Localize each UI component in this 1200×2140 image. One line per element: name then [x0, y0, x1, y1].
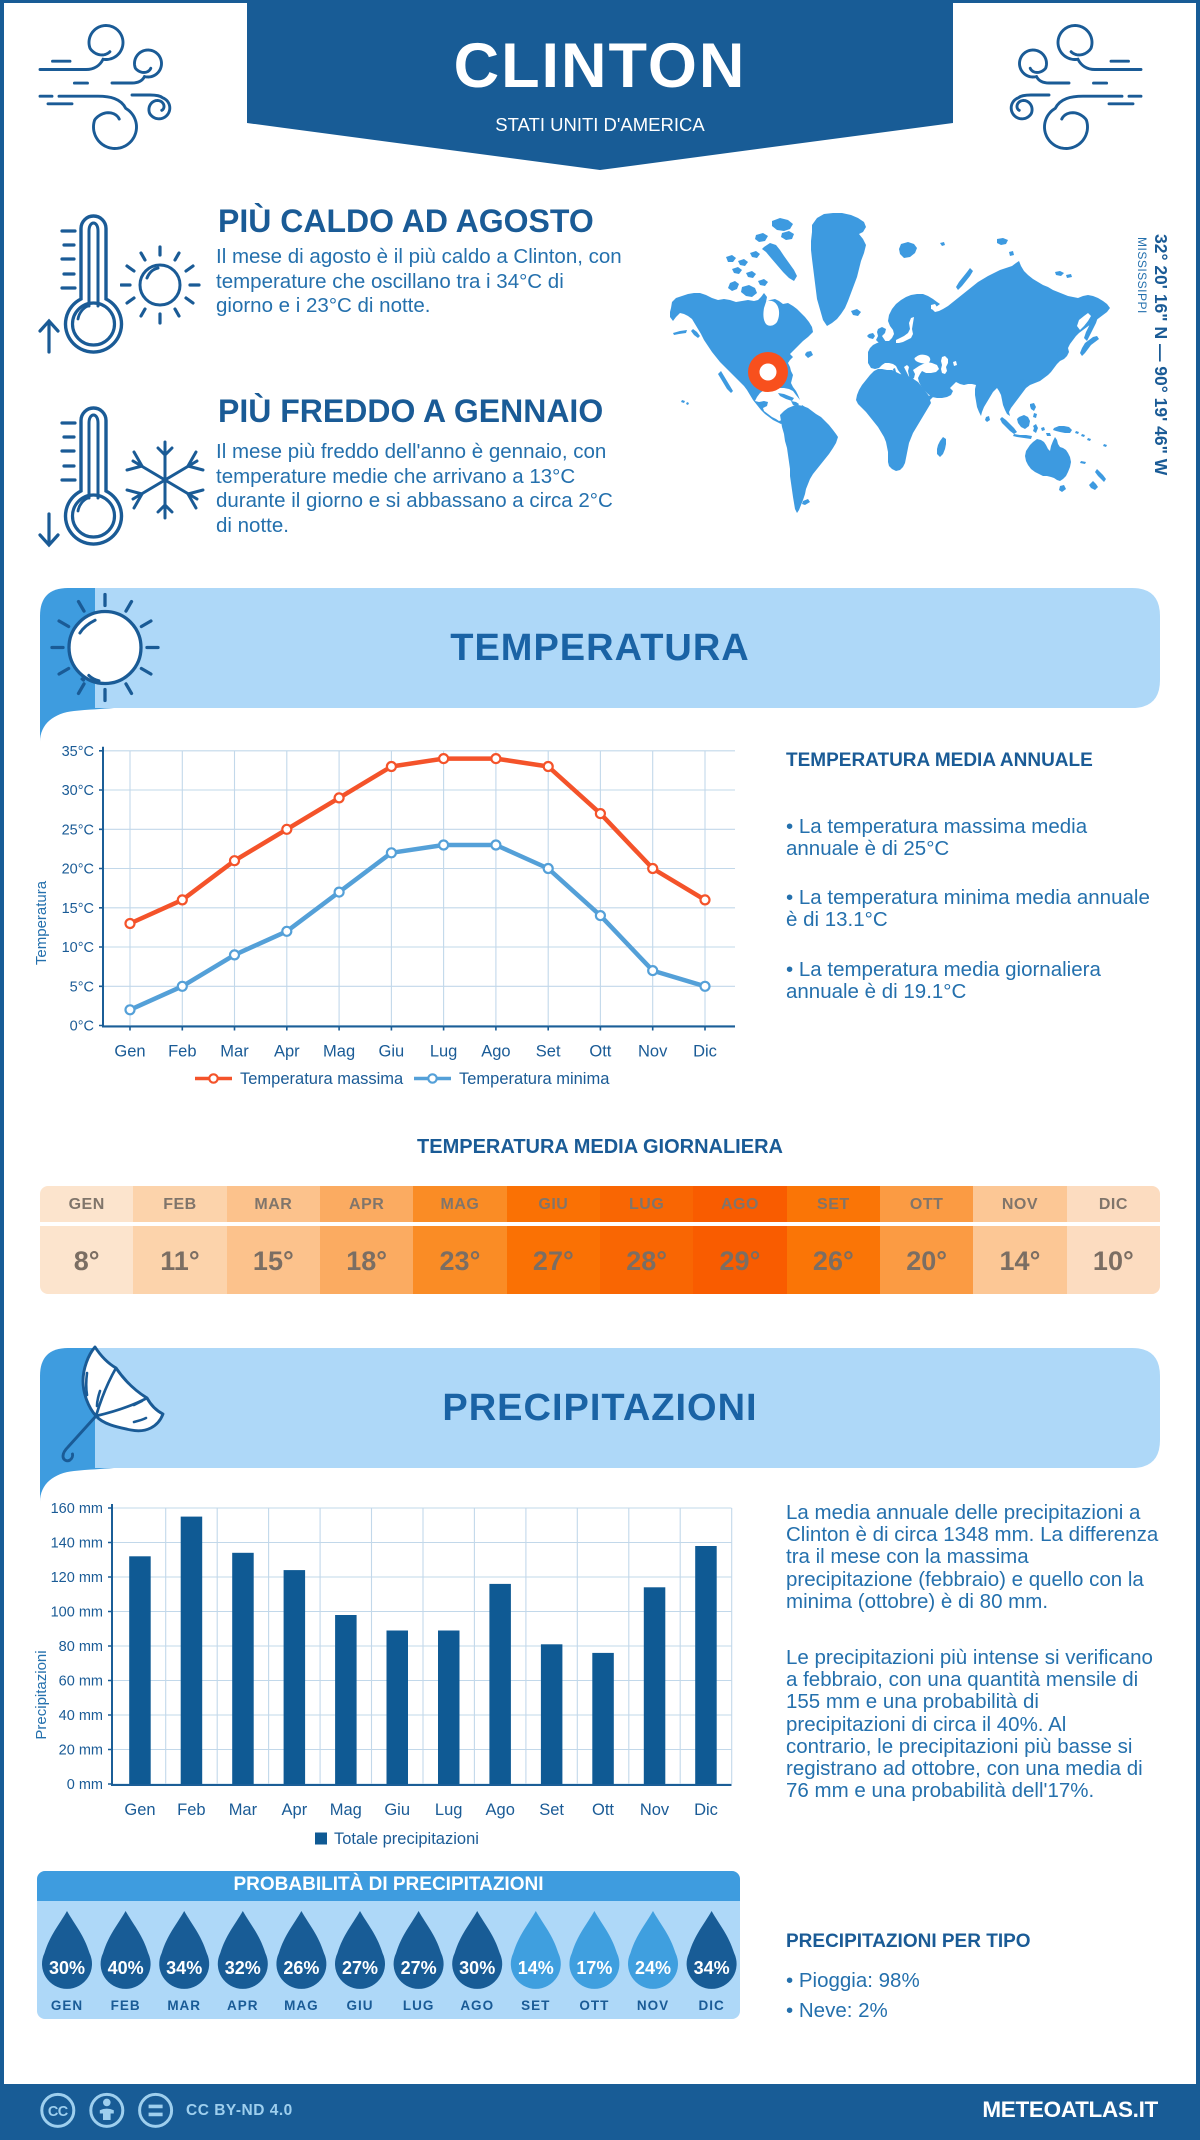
svg-text:0°C: 0°C: [70, 1019, 94, 1035]
svg-text:120 mm: 120 mm: [51, 1570, 103, 1586]
svg-text:Precipitazioni: Precipitazioni: [33, 1650, 50, 1739]
svg-text:20 mm: 20 mm: [59, 1743, 103, 1759]
svg-text:Giu: Giu: [379, 1043, 405, 1061]
svg-text:34%: 34%: [694, 1958, 730, 1978]
svg-text:LUG: LUG: [403, 1998, 435, 2013]
svg-text:14%: 14%: [518, 1958, 554, 1978]
svg-text:MAG: MAG: [284, 1998, 319, 2013]
svg-text:MAR: MAR: [167, 1998, 201, 2013]
svg-text:17%: 17%: [576, 1958, 612, 1978]
svg-text:100 mm: 100 mm: [51, 1605, 103, 1621]
svg-text:Ago: Ago: [481, 1043, 510, 1061]
svg-text:DIC: DIC: [698, 1998, 724, 2013]
svg-text:Ott: Ott: [592, 1801, 614, 1819]
svg-text:27%: 27%: [342, 1958, 378, 1978]
svg-text:AGO: AGO: [460, 1998, 494, 2013]
svg-text:Ott: Ott: [589, 1043, 611, 1061]
svg-text:Mag: Mag: [323, 1043, 355, 1061]
svg-text:Set: Set: [539, 1801, 564, 1819]
svg-text:27%: 27%: [401, 1958, 437, 1978]
svg-text:Set: Set: [536, 1043, 561, 1061]
svg-text:Totale precipitazioni: Totale precipitazioni: [334, 1830, 479, 1848]
svg-text:GIU: GIU: [346, 1998, 373, 2013]
svg-text:Nov: Nov: [638, 1043, 668, 1061]
svg-text:Feb: Feb: [168, 1043, 196, 1061]
svg-text:Lug: Lug: [435, 1801, 463, 1819]
svg-text:40%: 40%: [108, 1958, 144, 1978]
svg-text:0 mm: 0 mm: [67, 1777, 103, 1793]
svg-text:30°C: 30°C: [62, 783, 94, 799]
svg-text:Dic: Dic: [694, 1801, 718, 1819]
svg-text:Feb: Feb: [177, 1801, 205, 1819]
svg-text:26%: 26%: [283, 1958, 319, 1978]
svg-text:25°C: 25°C: [62, 822, 94, 838]
svg-text:24%: 24%: [635, 1958, 671, 1978]
svg-text:35°C: 35°C: [62, 744, 94, 760]
svg-text:30%: 30%: [459, 1958, 495, 1978]
svg-text:Ago: Ago: [486, 1801, 515, 1819]
svg-text:NOV: NOV: [637, 1998, 669, 2013]
svg-text:20°C: 20°C: [62, 862, 94, 878]
svg-text:Mar: Mar: [229, 1801, 258, 1819]
svg-text:Temperatura minima: Temperatura minima: [459, 1070, 610, 1088]
svg-text:Giu: Giu: [384, 1801, 410, 1819]
svg-text:Dic: Dic: [693, 1043, 717, 1061]
svg-text:CC: CC: [48, 2104, 69, 2120]
svg-text:34%: 34%: [166, 1958, 202, 1978]
svg-text:Nov: Nov: [640, 1801, 670, 1819]
svg-text:GEN: GEN: [51, 1998, 83, 2013]
svg-text:Mag: Mag: [330, 1801, 362, 1819]
svg-text:Lug: Lug: [430, 1043, 458, 1061]
svg-text:Temperatura massima: Temperatura massima: [240, 1070, 404, 1088]
svg-text:160 mm: 160 mm: [51, 1501, 103, 1517]
svg-text:Apr: Apr: [274, 1043, 300, 1061]
svg-text:Mar: Mar: [220, 1043, 249, 1061]
svg-text:80 mm: 80 mm: [59, 1639, 103, 1655]
svg-text:FEB: FEB: [111, 1998, 141, 2013]
svg-text:60 mm: 60 mm: [59, 1674, 103, 1690]
svg-text:32%: 32%: [225, 1958, 261, 1978]
svg-text:5°C: 5°C: [70, 979, 94, 995]
svg-text:Gen: Gen: [124, 1801, 155, 1819]
svg-text:Gen: Gen: [114, 1043, 145, 1061]
svg-text:Temperatura: Temperatura: [33, 880, 50, 965]
svg-text:Apr: Apr: [282, 1801, 308, 1819]
svg-text:40 mm: 40 mm: [59, 1708, 103, 1724]
svg-text:SET: SET: [521, 1998, 550, 2013]
svg-text:OTT: OTT: [579, 1998, 609, 2013]
svg-text:10°C: 10°C: [62, 940, 94, 956]
svg-text:140 mm: 140 mm: [51, 1536, 103, 1552]
svg-text:30%: 30%: [49, 1958, 85, 1978]
svg-text:APR: APR: [227, 1998, 259, 2013]
svg-text:15°C: 15°C: [62, 901, 94, 917]
